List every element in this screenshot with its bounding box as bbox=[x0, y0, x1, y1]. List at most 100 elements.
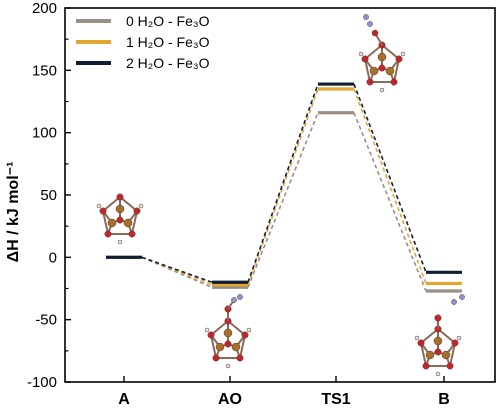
atom bbox=[207, 331, 215, 339]
atom bbox=[236, 354, 244, 362]
bond bbox=[393, 58, 400, 83]
y-tick-label: 150 bbox=[32, 62, 57, 79]
molecule-structure-A bbox=[96, 193, 144, 245]
atom bbox=[367, 21, 373, 27]
y-tick-label: 100 bbox=[32, 125, 57, 142]
molecule-structure-AO bbox=[204, 294, 252, 369]
bond bbox=[119, 196, 138, 212]
atom bbox=[435, 371, 441, 377]
atom bbox=[116, 193, 124, 201]
atom bbox=[433, 336, 443, 346]
series-connector bbox=[141, 256, 213, 288]
bond bbox=[449, 342, 456, 367]
atom bbox=[241, 331, 249, 339]
atom bbox=[459, 294, 465, 300]
series-group bbox=[106, 82, 462, 293]
y-tick-label: -100 bbox=[27, 374, 57, 391]
atom bbox=[425, 350, 435, 360]
atom bbox=[366, 78, 374, 86]
atom bbox=[107, 218, 117, 228]
atom bbox=[456, 335, 462, 341]
y-tick-label: 0 bbox=[49, 249, 57, 266]
atom bbox=[99, 207, 107, 215]
x-tick-label-a: A bbox=[118, 391, 130, 408]
series-connector bbox=[247, 88, 319, 286]
bond bbox=[102, 210, 109, 235]
atom bbox=[133, 207, 141, 215]
series-2 bbox=[106, 82, 462, 284]
bond bbox=[420, 328, 439, 344]
bond bbox=[420, 342, 427, 367]
x-tick-label-b: B bbox=[438, 391, 450, 408]
series-connector bbox=[353, 83, 427, 273]
atom bbox=[422, 362, 430, 370]
atom bbox=[117, 239, 123, 245]
x-tick-label-ts1: TS1 bbox=[321, 391, 350, 408]
y-axis-label-group: ΔH / kJ mol⁻¹ bbox=[5, 162, 22, 263]
atom bbox=[223, 328, 233, 338]
axes bbox=[64, 7, 496, 383]
atom bbox=[451, 339, 459, 347]
atom bbox=[224, 340, 232, 348]
atom bbox=[369, 66, 379, 76]
molecule-structure-B bbox=[414, 294, 465, 377]
bond bbox=[227, 320, 246, 336]
legend-label: 2 H₂O - Fe₃O bbox=[126, 55, 210, 71]
atom bbox=[414, 335, 420, 341]
y-axis-label: ΔH / kJ mol⁻¹ bbox=[5, 162, 22, 263]
atom bbox=[237, 294, 243, 300]
atom bbox=[204, 327, 210, 333]
series-connector bbox=[353, 88, 427, 284]
legend: 0 H₂O - Fe₃O 1 H₂O - Fe₃O 2 H₂O - Fe₃O bbox=[76, 13, 210, 71]
bond bbox=[102, 196, 121, 212]
atom bbox=[377, 52, 387, 62]
atom bbox=[379, 87, 385, 93]
atom bbox=[385, 66, 395, 76]
atom bbox=[96, 203, 102, 209]
atom bbox=[441, 350, 451, 360]
bond bbox=[381, 44, 400, 60]
series-connector bbox=[353, 112, 427, 292]
atom bbox=[446, 362, 454, 370]
bond bbox=[437, 328, 456, 344]
series-0 bbox=[106, 111, 462, 293]
series-connector bbox=[247, 112, 319, 288]
legend-label: 1 H₂O - Fe₃O bbox=[126, 34, 210, 50]
molecule-structure-TS1 bbox=[358, 14, 406, 93]
series-1 bbox=[106, 87, 462, 287]
bond bbox=[364, 44, 383, 60]
atom bbox=[434, 314, 442, 322]
atom bbox=[212, 354, 220, 362]
atom bbox=[363, 14, 369, 20]
atom bbox=[400, 51, 406, 57]
atom bbox=[371, 29, 379, 37]
atom bbox=[225, 363, 231, 369]
y-tick-label: -50 bbox=[35, 312, 57, 329]
bond bbox=[239, 334, 246, 359]
atom bbox=[128, 230, 136, 238]
atom bbox=[104, 230, 112, 238]
atom bbox=[358, 51, 364, 57]
y-tick-label: 50 bbox=[40, 187, 57, 204]
insets-group bbox=[96, 14, 465, 377]
atom bbox=[434, 348, 442, 356]
atom bbox=[361, 55, 369, 63]
x-tick-label-ao: AO bbox=[218, 391, 242, 408]
bond bbox=[210, 320, 229, 336]
series-connector bbox=[141, 256, 213, 284]
bond bbox=[364, 58, 371, 83]
atom bbox=[231, 342, 241, 352]
atom bbox=[215, 342, 225, 352]
atom bbox=[390, 78, 398, 86]
series-connector bbox=[247, 83, 319, 283]
tick-labels: -100 -50 0 50 100 150 200 A AO TS1 B bbox=[27, 0, 450, 408]
atom bbox=[231, 297, 237, 303]
atom bbox=[116, 216, 124, 224]
atom bbox=[417, 339, 425, 347]
atom bbox=[451, 299, 457, 305]
atom bbox=[138, 203, 144, 209]
y-tick-label: 200 bbox=[32, 0, 57, 17]
atom bbox=[123, 218, 133, 228]
atom bbox=[395, 55, 403, 63]
atom bbox=[246, 327, 252, 333]
